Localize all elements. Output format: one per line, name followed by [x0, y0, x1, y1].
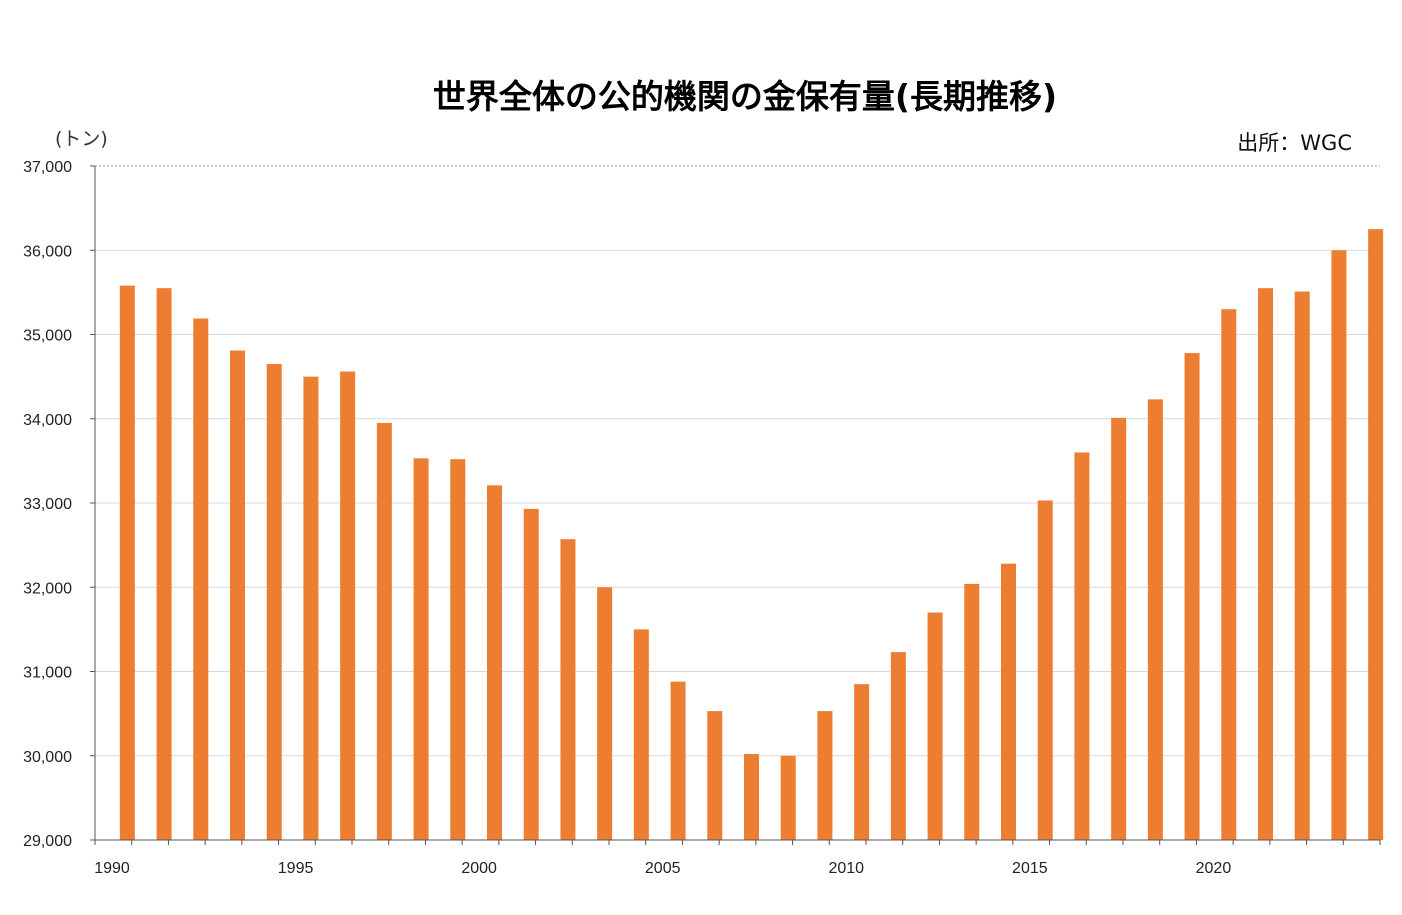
bar-1992 [193, 318, 209, 840]
bar-2014 [1001, 563, 1016, 840]
bar-2006 [707, 711, 723, 840]
bar-2011 [890, 652, 906, 840]
bar-1995 [303, 376, 319, 840]
axes [90, 165, 1381, 845]
x-tick-label: 2005 [645, 860, 681, 877]
source-label: 出所：WGC [1237, 131, 1352, 155]
x-tick-label: 2020 [1196, 860, 1232, 877]
unit-label: (トン) [55, 128, 108, 150]
bar-2013 [964, 583, 980, 840]
x-tick-label: 2000 [461, 860, 497, 877]
bar-2010 [854, 684, 870, 840]
y-tick-label: 34,000 [23, 412, 72, 429]
bar-1998 [413, 458, 429, 840]
y-axis-tick-labels: 29,000 30,000 31,000 32,000 33,000 34,000 35,0… [23, 159, 72, 850]
y-tick-label: 32,000 [23, 580, 72, 597]
bar-2008 [780, 755, 796, 840]
bar-2005 [670, 681, 686, 840]
bar-2020 [1221, 309, 1237, 841]
bar-series [119, 229, 1384, 841]
y-tick-label: 37,000 [23, 159, 72, 176]
bar-2019 [1184, 353, 1200, 840]
chart-title: 世界全体の公的機関の金保有量(長期推移) [433, 77, 1057, 116]
bar-2004 [633, 629, 649, 840]
bar-2018 [1147, 399, 1163, 840]
y-tick-label: 36,000 [23, 243, 72, 260]
y-tick-label: 31,000 [23, 665, 72, 682]
y-tick-label: 29,000 [23, 833, 72, 850]
bar-1997 [376, 422, 392, 840]
bar-2023 [1331, 250, 1347, 840]
y-tick-label: 33,000 [23, 496, 72, 513]
x-tick-label: 2010 [828, 860, 864, 877]
bar-2024 [1368, 229, 1384, 840]
bar-2003 [597, 587, 613, 840]
x-tick-label: 2015 [1012, 860, 1048, 877]
y-tick-label: 35,000 [23, 328, 72, 345]
y-tick-label: 30,000 [23, 749, 72, 766]
x-axis-tick-labels: 1990 1995 2000 2005 2010 2015 2020 [94, 860, 1231, 877]
bar-1994 [266, 363, 282, 840]
bar-2015 [1037, 500, 1053, 840]
bar-2021 [1258, 288, 1273, 841]
bar-1999 [450, 459, 466, 840]
bar-2009 [817, 711, 833, 840]
bar-2022 [1294, 291, 1310, 841]
x-tick-label: 1990 [94, 860, 130, 877]
bar-2007 [744, 754, 759, 840]
bar-2017 [1111, 417, 1127, 840]
bar-2002 [560, 539, 576, 840]
bar-2000 [487, 485, 502, 840]
bar-1990 [119, 285, 135, 840]
bar-2012 [927, 612, 943, 840]
bar-1993 [230, 350, 245, 840]
bar-1991 [156, 288, 172, 841]
bar-1996 [340, 371, 356, 840]
bar-2016 [1074, 452, 1090, 840]
x-tick-label: 1995 [278, 860, 314, 877]
bar-2001 [523, 508, 539, 840]
